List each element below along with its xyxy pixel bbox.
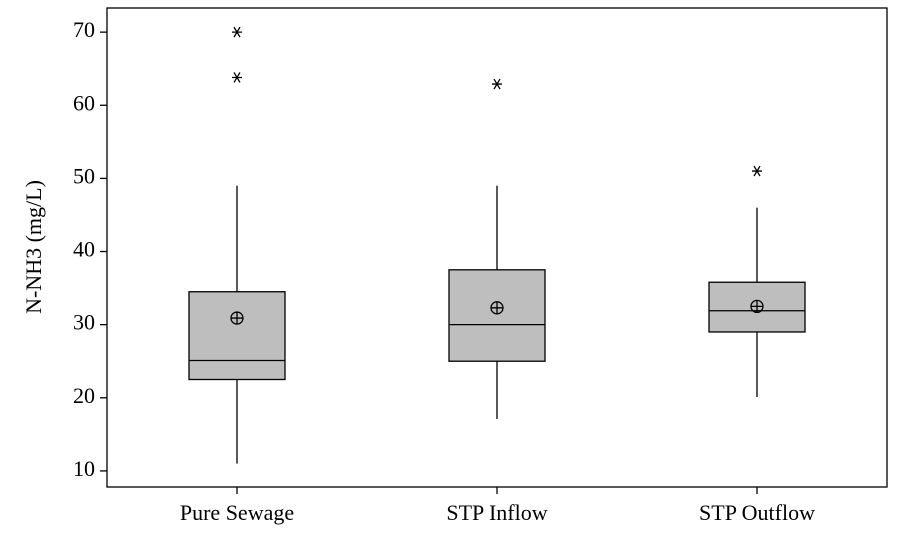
y-tick-label: 50 bbox=[73, 163, 95, 188]
y-axis-label: N-NH3 (mg/L) bbox=[21, 180, 46, 314]
y-tick-label: 70 bbox=[73, 17, 95, 42]
mean-marker bbox=[230, 311, 244, 325]
y-tick-label: 20 bbox=[73, 383, 95, 408]
x-tick-label: Pure Sewage bbox=[180, 500, 294, 525]
outlier bbox=[232, 72, 242, 83]
mean-marker bbox=[750, 299, 764, 314]
mean-marker bbox=[490, 301, 504, 315]
y-tick-label: 60 bbox=[73, 90, 95, 115]
y-tick-label: 40 bbox=[73, 237, 95, 262]
y-tick-label: 30 bbox=[73, 310, 95, 335]
y-tick-label: 10 bbox=[73, 456, 95, 481]
outlier bbox=[232, 26, 242, 38]
outlier bbox=[492, 78, 502, 90]
outlier bbox=[752, 165, 762, 177]
box bbox=[448, 269, 546, 362]
x-tick-label: STP Outflow bbox=[699, 500, 815, 525]
x-tick-label: STP Inflow bbox=[446, 500, 547, 525]
box bbox=[188, 291, 286, 381]
